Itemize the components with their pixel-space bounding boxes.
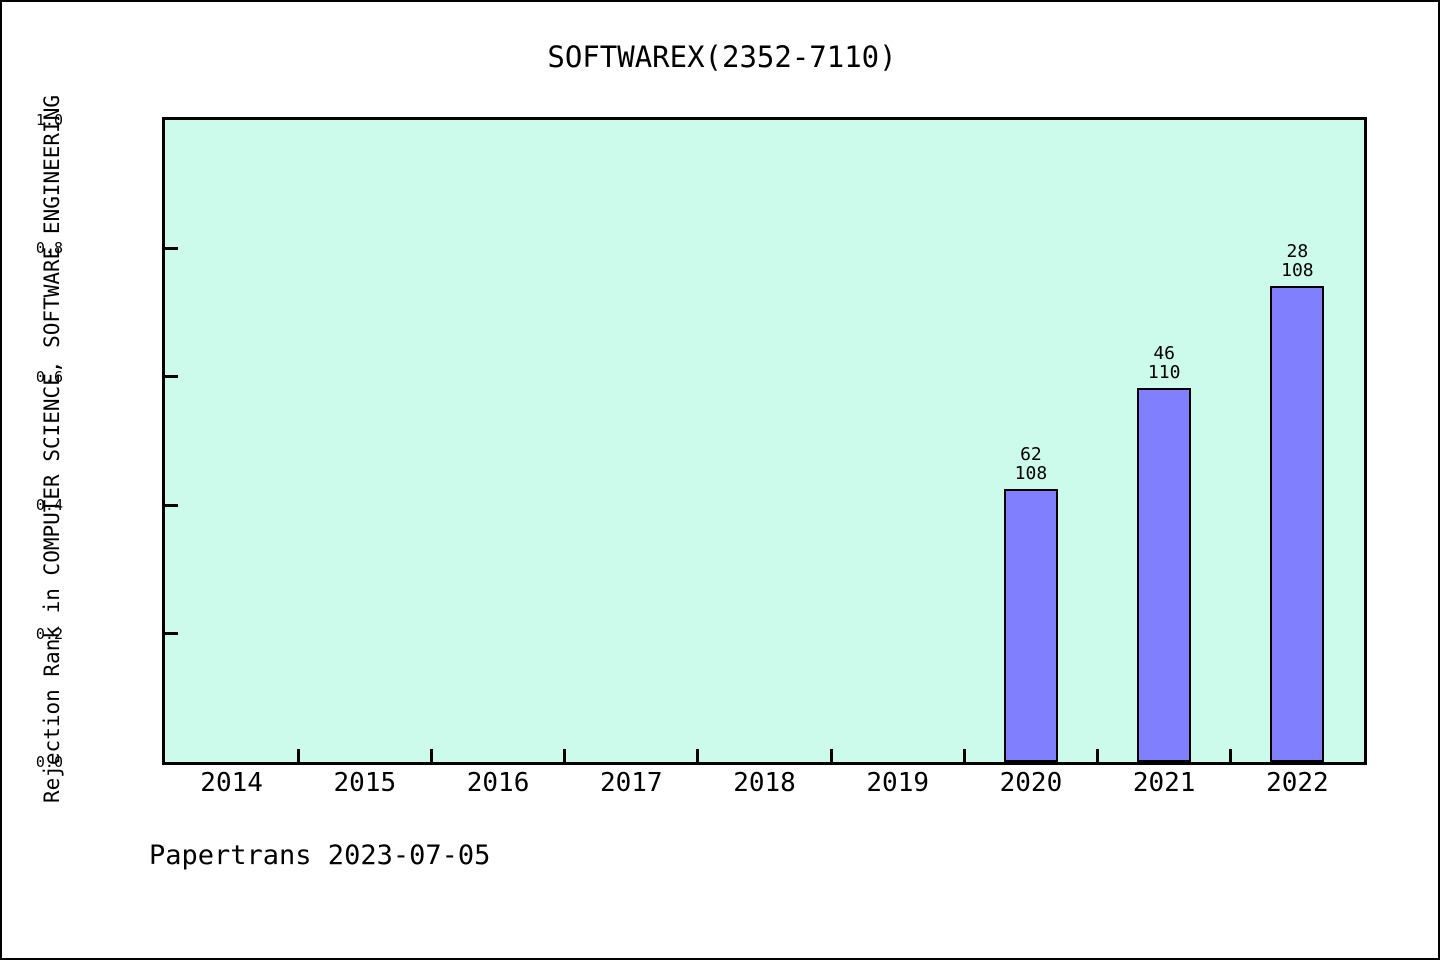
bar-2021[interactable] [1137,388,1192,762]
y-axis-label-container: Rejection Rank in COMPUTER SCIENCE, SOFT… [2,2,102,962]
x-axis-tick-mark [429,749,433,762]
y-axis-tick-mark [165,246,178,250]
y-axis-tick-mark [165,375,178,379]
bar-2022[interactable] [1270,286,1325,762]
y-axis-tick-mark [165,632,178,636]
x-axis-tick-label-2015: 2015 [333,768,397,798]
chart-title: SOFTWAREX(2352-7110) [547,40,897,74]
x-axis-tick-mark [1229,749,1233,762]
x-axis-tick-mark [296,749,300,762]
plot-area [162,117,1367,765]
x-axis-tick-mark [696,749,700,762]
x-axis-tick-label-2014: 2014 [200,768,263,798]
bar-2020[interactable] [1003,488,1058,762]
plot-inner [165,120,1364,762]
x-axis-tick-label-2018: 2018 [733,768,796,798]
y-axis-tick-label: 0.8 [35,239,63,258]
y-axis-tick-label: 0.4 [35,496,63,515]
x-axis-tick-label-2019: 2019 [866,768,930,798]
bar-value-label-2022: 28 108 [1237,242,1357,280]
bar-label-numerator: 28 [1286,241,1309,263]
bar-label-denominator: 110 [1147,362,1181,384]
x-axis-tick-label-2017: 2017 [599,768,663,798]
x-axis-tick-mark [962,749,966,762]
x-axis-tick-mark [1096,749,1100,762]
y-axis-tick-mark [165,503,178,507]
bar-label-denominator: 108 [1281,260,1314,282]
x-axis-tick-mark [829,749,833,762]
y-axis-tick-label: 0.2 [35,624,63,643]
y-axis-tick-label: 0.0 [35,753,63,771]
bar-value-label-2020: 62 108 [971,445,1091,483]
y-axis-tick-label: 0.6 [35,367,63,386]
x-axis-tick-label-2021: 2021 [1132,768,1196,798]
bar-value-label-2021: 46 110 [1104,344,1224,382]
footer-caption: Papertrans 2023-07-05 [149,840,491,871]
x-axis-tick-mark [563,749,567,762]
x-axis-tick-label-2016: 2016 [466,768,530,798]
x-axis-tick-label-2022: 2022 [1266,768,1329,798]
x-axis-tick-label-2020: 2020 [999,768,1063,798]
bar-label-numerator: 62 [1020,443,1042,465]
bar-label-denominator: 108 [1014,462,1048,484]
bar-label-numerator: 46 [1153,343,1175,365]
y-axis-tick-label: 1.0 [35,111,63,129]
